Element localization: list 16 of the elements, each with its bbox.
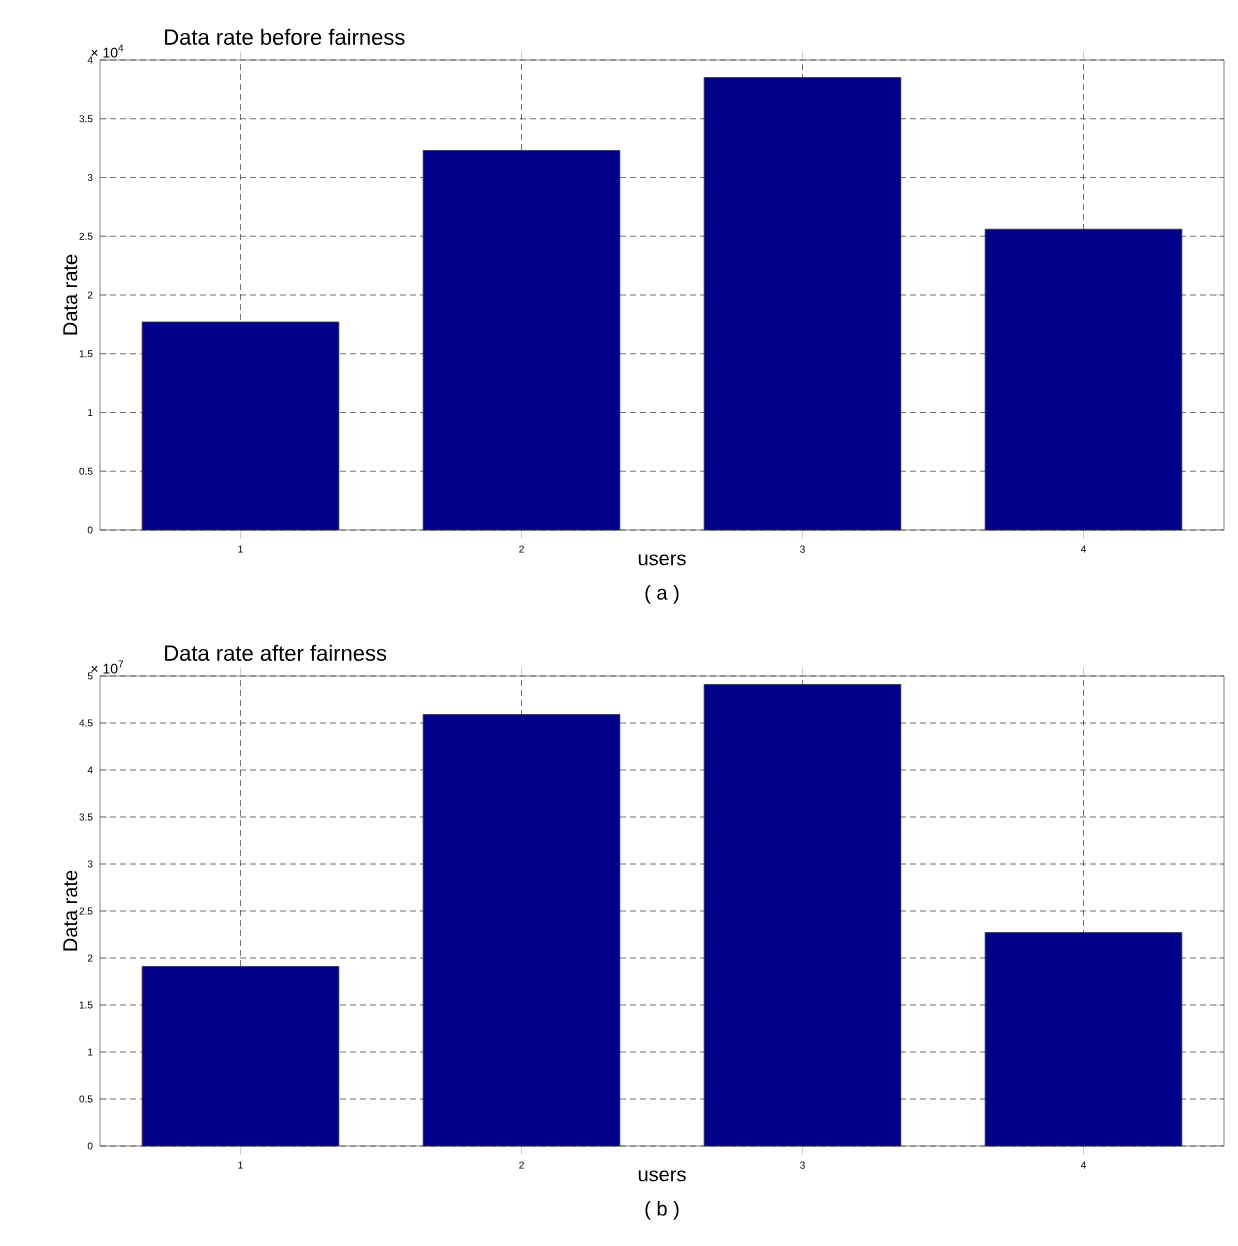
bar <box>984 932 1183 1147</box>
y-axis-title: Data rate <box>63 254 78 335</box>
bar <box>141 966 340 1147</box>
bar <box>422 714 621 1147</box>
bar <box>422 150 621 531</box>
bar <box>703 77 902 531</box>
chart-title: Data rate after fairness <box>165 644 387 661</box>
text: ( a ) <box>645 585 679 604</box>
text: ( b ) <box>645 1201 679 1220</box>
x-axis-title: users <box>638 1170 686 1182</box>
bar <box>703 684 902 1147</box>
bar <box>984 228 1183 531</box>
chart-title: Data rate before fairness <box>165 28 405 45</box>
x-axis-title: users <box>638 554 686 566</box>
y-axis-title: Data rate <box>63 870 78 951</box>
bar <box>141 321 340 531</box>
